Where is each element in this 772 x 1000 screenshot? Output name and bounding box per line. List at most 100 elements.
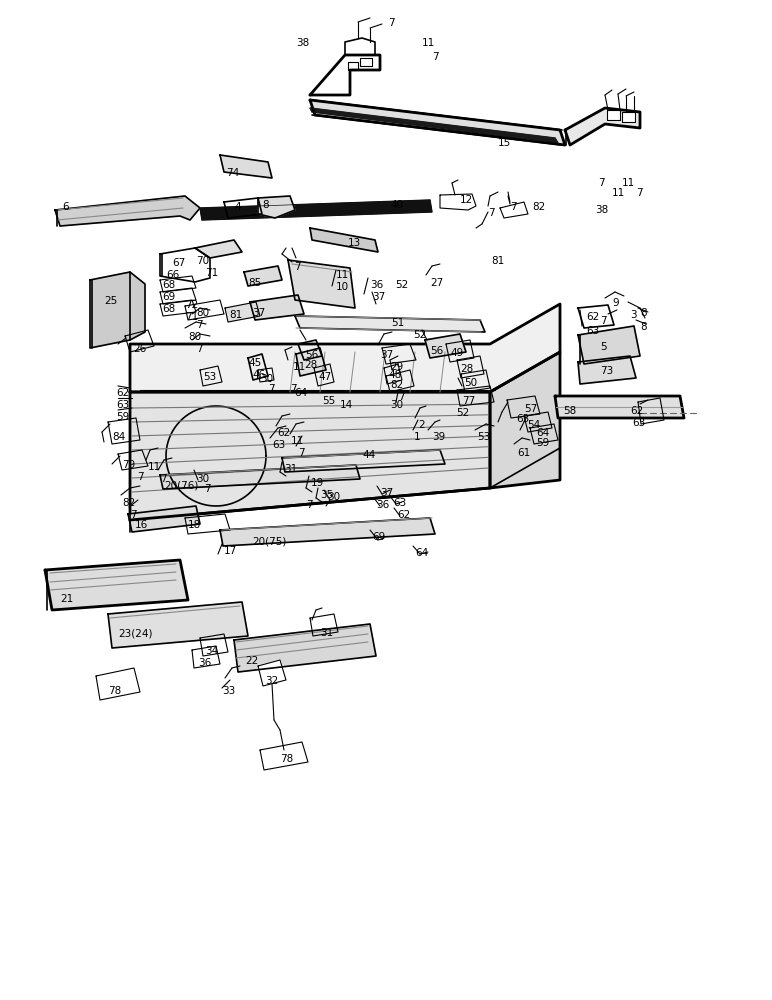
Text: 7: 7 xyxy=(298,448,305,458)
Polygon shape xyxy=(234,624,376,672)
Text: 32: 32 xyxy=(265,676,278,686)
Text: 78: 78 xyxy=(280,754,293,764)
Text: 84: 84 xyxy=(112,432,125,442)
Text: 30: 30 xyxy=(390,400,403,410)
Text: 78: 78 xyxy=(108,686,121,696)
Text: 8: 8 xyxy=(640,308,647,318)
Polygon shape xyxy=(282,450,445,472)
Polygon shape xyxy=(607,110,620,120)
Text: 11: 11 xyxy=(612,188,625,198)
Text: 64: 64 xyxy=(294,388,307,398)
Text: 7: 7 xyxy=(600,316,607,326)
Text: 17: 17 xyxy=(224,546,237,556)
Polygon shape xyxy=(55,196,200,226)
Polygon shape xyxy=(425,334,466,358)
Polygon shape xyxy=(244,266,282,286)
Text: 11: 11 xyxy=(293,362,306,372)
Text: 7: 7 xyxy=(636,188,642,198)
Polygon shape xyxy=(160,465,360,489)
Text: 7: 7 xyxy=(306,500,313,510)
Text: 44: 44 xyxy=(362,450,375,460)
Text: 22: 22 xyxy=(245,656,259,666)
Text: 28: 28 xyxy=(304,360,317,370)
Text: 62: 62 xyxy=(586,312,599,322)
Text: 71: 71 xyxy=(185,312,198,322)
Text: 59: 59 xyxy=(536,438,549,448)
Text: 67: 67 xyxy=(172,258,185,268)
Polygon shape xyxy=(225,302,260,322)
Text: 69: 69 xyxy=(162,292,175,302)
Text: 7: 7 xyxy=(388,18,394,28)
Text: 82: 82 xyxy=(122,498,135,508)
Text: 63: 63 xyxy=(632,418,645,428)
Text: 77: 77 xyxy=(462,396,476,406)
Text: 62: 62 xyxy=(397,510,410,520)
Text: 31: 31 xyxy=(320,628,334,638)
Text: 68: 68 xyxy=(162,304,175,314)
Text: 64: 64 xyxy=(536,428,549,438)
Polygon shape xyxy=(288,260,355,308)
Text: 4: 4 xyxy=(234,202,241,212)
Polygon shape xyxy=(622,112,635,122)
Text: 11: 11 xyxy=(336,270,349,280)
Text: 7: 7 xyxy=(204,484,211,494)
Polygon shape xyxy=(258,196,295,218)
Polygon shape xyxy=(220,518,435,546)
Text: 53: 53 xyxy=(203,372,216,382)
Text: 66: 66 xyxy=(166,270,179,280)
Polygon shape xyxy=(555,396,684,418)
Text: 11: 11 xyxy=(291,436,304,446)
Text: 18: 18 xyxy=(188,520,201,530)
Text: 40: 40 xyxy=(390,200,403,210)
Text: 52: 52 xyxy=(413,330,426,340)
Polygon shape xyxy=(130,392,490,520)
Text: 45: 45 xyxy=(248,358,261,368)
Text: 36: 36 xyxy=(198,658,212,668)
Text: 7: 7 xyxy=(290,384,296,394)
Text: 1: 1 xyxy=(414,432,421,442)
Text: 48: 48 xyxy=(388,370,401,380)
Polygon shape xyxy=(220,155,272,178)
Text: 72: 72 xyxy=(185,300,198,310)
Text: 85: 85 xyxy=(248,278,261,288)
Polygon shape xyxy=(295,316,485,332)
Text: 20(76): 20(76) xyxy=(164,480,198,490)
Text: 7: 7 xyxy=(196,344,202,354)
Text: 80: 80 xyxy=(196,308,209,318)
Text: 7: 7 xyxy=(398,392,405,402)
Text: 38: 38 xyxy=(595,205,608,215)
Text: 26: 26 xyxy=(133,344,146,354)
Text: 6: 6 xyxy=(62,202,69,212)
Text: 37: 37 xyxy=(380,488,393,498)
Polygon shape xyxy=(348,62,358,70)
Text: 73: 73 xyxy=(600,366,613,376)
Polygon shape xyxy=(128,506,200,532)
Text: 7: 7 xyxy=(130,510,137,520)
Text: 81: 81 xyxy=(491,256,504,266)
Text: 52: 52 xyxy=(456,408,469,418)
Text: 16: 16 xyxy=(135,520,148,530)
Text: 3: 3 xyxy=(630,310,637,320)
Text: 28: 28 xyxy=(460,364,473,374)
Text: 2: 2 xyxy=(418,420,425,430)
Text: 61: 61 xyxy=(517,448,530,458)
Polygon shape xyxy=(195,240,242,258)
Text: 7: 7 xyxy=(196,320,202,330)
Text: 8: 8 xyxy=(640,322,647,332)
Text: 39: 39 xyxy=(432,432,445,442)
Text: 11: 11 xyxy=(622,178,635,188)
Text: 52: 52 xyxy=(395,280,408,290)
Text: 62: 62 xyxy=(277,428,290,438)
Text: 20(75): 20(75) xyxy=(252,536,286,546)
Text: 54: 54 xyxy=(527,420,540,430)
Polygon shape xyxy=(578,326,640,364)
Polygon shape xyxy=(250,295,304,320)
Text: 82: 82 xyxy=(532,202,545,212)
Text: 9: 9 xyxy=(612,298,618,308)
Polygon shape xyxy=(200,200,432,220)
Text: 69: 69 xyxy=(372,532,385,542)
Text: 7: 7 xyxy=(432,52,438,62)
Text: 13: 13 xyxy=(348,238,361,248)
Text: 80: 80 xyxy=(188,332,201,342)
Text: 23(24): 23(24) xyxy=(118,628,153,638)
